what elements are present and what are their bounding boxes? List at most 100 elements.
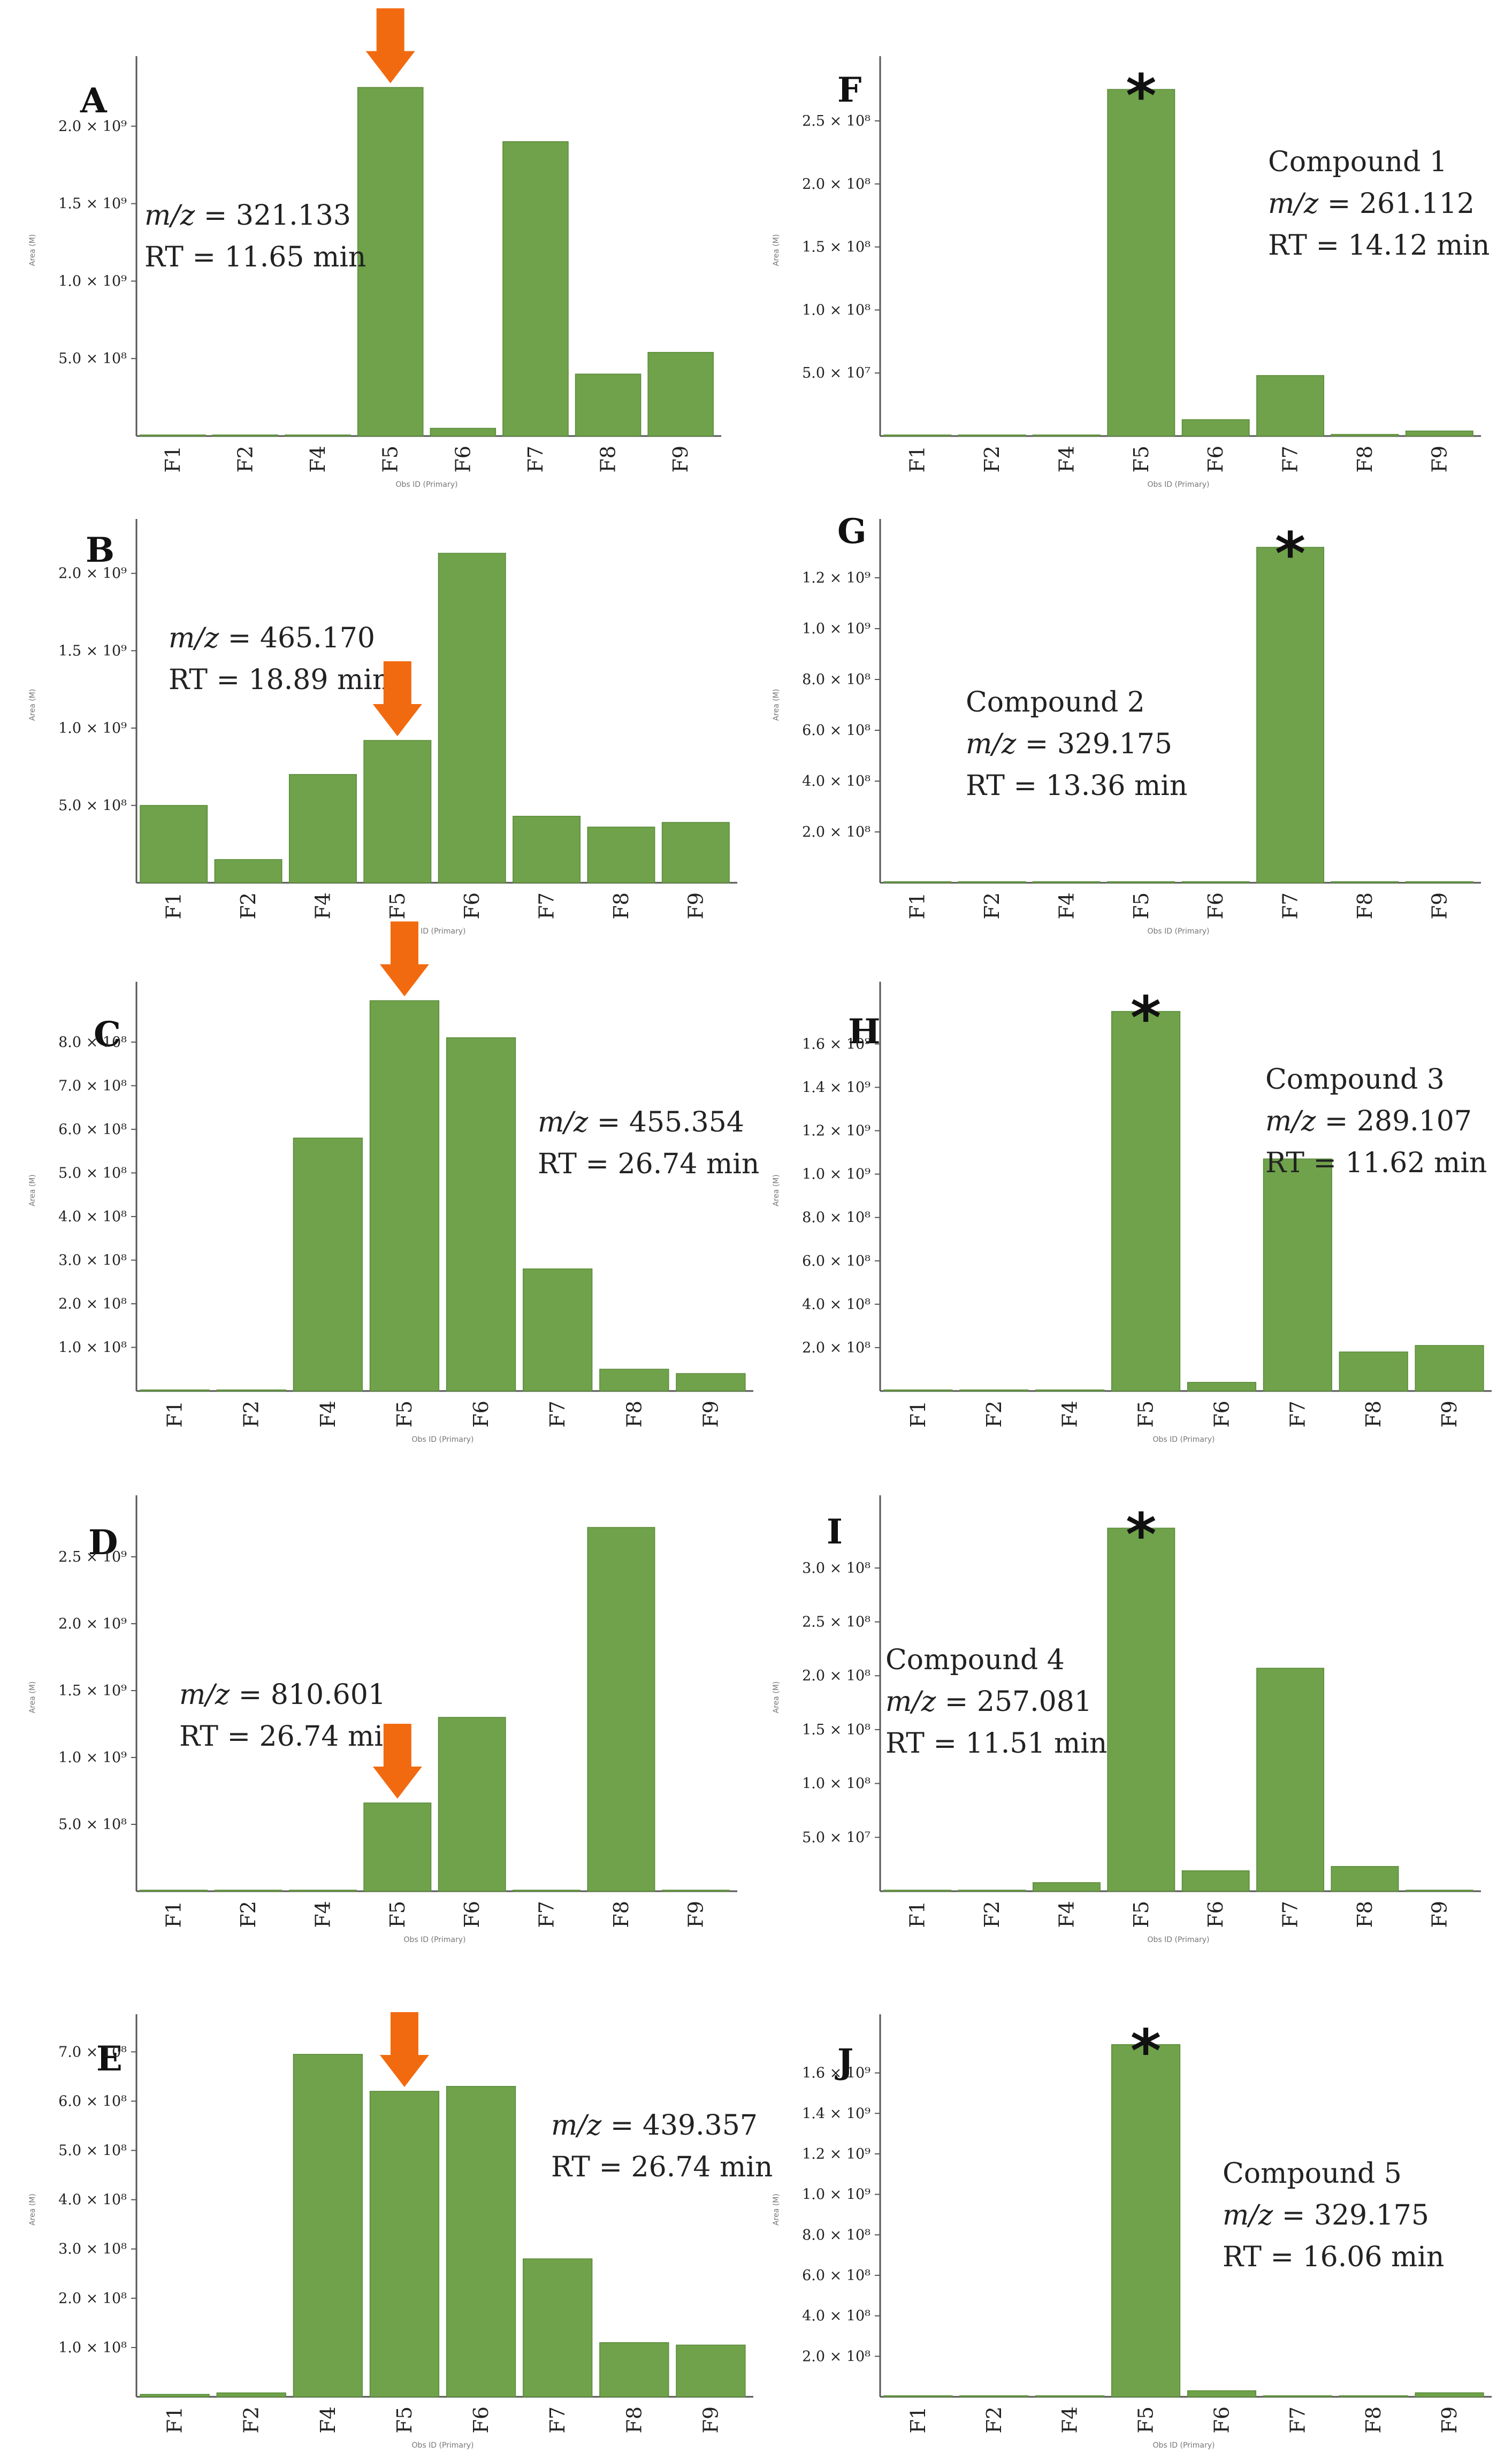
- category-label-f6: F6: [460, 892, 484, 920]
- y-tick-label: 1.0 × 10⁹: [58, 273, 127, 289]
- annotation-line-3: RT = 11.51 min: [885, 1728, 1107, 1760]
- annotation-block: Compound 5 m/z = 329.175 RT = 16.06 min: [1223, 2158, 1444, 2273]
- asterisk-marker: *: [1131, 984, 1162, 1052]
- y-tick-label: 3.0 × 10⁸: [58, 2241, 127, 2258]
- bar-f9: [1405, 430, 1473, 437]
- y-tick-label: 2.0 × 10⁸: [802, 1668, 870, 1684]
- bar-f2: [958, 434, 1026, 437]
- y-tick-label: 6.0 × 10⁸: [802, 2267, 870, 2284]
- chart-panel-g: G 2.0 × 10⁸ 4.0 × 10⁸ 6.0 × 10⁸ 8.0 × 10⁸ 1.0…: [772, 511, 1481, 936]
- bar-f5: [1107, 1527, 1175, 1892]
- bar-f5: [369, 1000, 440, 1392]
- category-label-f4: F4: [1055, 892, 1078, 920]
- bar-f7: [1256, 547, 1325, 883]
- annotation-line-2: m/z = 261.112: [1268, 188, 1475, 220]
- annotation-block: m/z = 465.170 RT = 18.89 min: [169, 622, 390, 696]
- chart-panel-j: J 2.0 × 10⁸ 4.0 × 10⁸ 6.0 × 10⁸ 8.0 × 10⁸ 1.0…: [772, 2014, 1492, 2450]
- panel-label-i: I: [827, 1512, 843, 1552]
- annotation-line-1: m/z = 439.357: [551, 2110, 758, 2142]
- bar-f1: [883, 1389, 953, 1392]
- annotation-line-2: m/z = 289.107: [1265, 1105, 1472, 1137]
- y-tick-label: 2.0 × 10⁸: [802, 824, 870, 840]
- y-tick-label: 1.4 × 10⁹: [802, 1079, 870, 1096]
- bar-f5: [1107, 89, 1175, 437]
- annotation-line-2: RT = 26.74 min: [179, 1721, 401, 1753]
- category-label-f5: F5: [1129, 446, 1153, 473]
- y-tick-label: 2.0 × 10⁸: [802, 176, 870, 193]
- bar-f6: [446, 1037, 516, 1392]
- bar-f9: [647, 351, 714, 437]
- asterisk-marker: *: [1131, 2017, 1162, 2085]
- y-tick-label: 5.0 × 10⁸: [58, 1165, 127, 1181]
- y-tick-label: 1.2 × 10⁹: [802, 570, 870, 586]
- y-axis-label: Area (M): [772, 689, 781, 721]
- category-label-f7: F7: [524, 446, 547, 473]
- x-axis-label: Obs ID (Primary): [1147, 1936, 1209, 1944]
- y-axis-label: Area (M): [28, 1682, 37, 1714]
- arrow-down-icon: [379, 2012, 429, 2087]
- y-tick-label: 1.2 × 10⁹: [802, 1123, 870, 1140]
- bar-f8: [1339, 1351, 1408, 1392]
- panel-label-h: H: [848, 1012, 880, 1052]
- y-axis-label: Area (M): [772, 1174, 781, 1206]
- arrow-down-icon: [372, 1724, 422, 1799]
- bar-f7: [513, 815, 581, 883]
- annotation-line-2: m/z = 329.175: [1223, 2199, 1429, 2231]
- bar-f5: [1111, 2044, 1181, 2397]
- x-axis-label: Obs ID (Primary): [411, 2441, 474, 2450]
- category-label-f4: F4: [306, 446, 330, 473]
- category-label-f7: F7: [535, 1901, 559, 1928]
- bar-f4: [288, 774, 357, 883]
- asterisk-marker: *: [1126, 1500, 1157, 1569]
- y-tick-label: 1.0 × 10⁸: [58, 2340, 127, 2356]
- bar-f4: [1035, 2395, 1105, 2397]
- annotation-line-1: m/z = 321.133: [144, 200, 351, 232]
- category-label-f4: F4: [311, 1901, 334, 1928]
- bar-f7: [1256, 375, 1325, 437]
- annotation-block: m/z = 321.133 RT = 11.65 min: [144, 200, 366, 273]
- y-tick-label: 4.0 × 10⁸: [802, 1296, 870, 1313]
- arrow-down-icon: [372, 661, 422, 736]
- y-tick-label: 1.0 × 10⁹: [802, 2187, 870, 2203]
- annotation-line-1: Compound 4: [885, 1644, 1065, 1676]
- y-tick-label: 2.0 × 10⁸: [58, 1296, 127, 1312]
- bar-f7: [523, 2258, 593, 2397]
- y-tick-label: 5.0 × 10⁸: [58, 797, 127, 814]
- bar-f8: [1339, 2395, 1408, 2397]
- y-tick-label: 1.2 × 10⁹: [802, 2146, 870, 2162]
- category-label-f2: F2: [240, 1401, 263, 1428]
- bar-f4: [285, 434, 351, 437]
- category-label-f1: F1: [161, 446, 185, 473]
- bar-f7: [523, 1268, 593, 1392]
- category-label-f8: F8: [622, 1401, 646, 1428]
- y-tick-label: 1.5 × 10⁹: [58, 643, 127, 659]
- y-tick-label: 2.0 × 10⁸: [58, 2290, 127, 2307]
- category-label-f1: F1: [163, 2406, 187, 2434]
- y-tick-label: 8.0 × 10⁸: [802, 1210, 870, 1226]
- x-axis-label: Obs ID (Primary): [395, 480, 457, 489]
- category-label-f2: F2: [980, 892, 1004, 920]
- y-tick-label: 4.0 × 10⁸: [58, 2192, 127, 2208]
- chart-panel-h: H 2.0 × 10⁸ 4.0 × 10⁸ 6.0 × 10⁸ 8.0 × 10⁸ 1.0…: [772, 982, 1492, 1444]
- x-axis-label: Obs ID (Primary): [1152, 1435, 1215, 1444]
- chart-panel-c: C 1.0 × 10⁸ 2.0 × 10⁸ 3.0 × 10⁸ 4.0 × 10⁸ 5.0…: [28, 921, 759, 1444]
- chart-panel-b: B 5.0 × 10⁸ 1.0 × 10⁹ 1.5 × 10⁹ 2.0 × 10⁹ Are…: [28, 519, 737, 936]
- chart-panel-d: D 5.0 × 10⁸ 1.0 × 10⁹ 1.5 × 10⁹ 2.0 × 10⁹ 2.5…: [28, 1495, 737, 1944]
- y-tick-label: 6.0 × 10⁸: [58, 1121, 127, 1138]
- bar-f6: [1181, 881, 1250, 883]
- category-label-f8: F8: [597, 446, 620, 473]
- category-label-f7: F7: [1279, 446, 1302, 473]
- annotation-line-2: RT = 18.89 min: [169, 664, 390, 696]
- category-label-f2: F2: [980, 446, 1004, 473]
- x-axis-label: Obs ID (Primary): [403, 1936, 465, 1944]
- category-label-f4: F4: [1058, 1401, 1082, 1428]
- category-label-f4: F4: [1055, 446, 1078, 473]
- panel-label-c: C: [94, 1014, 121, 1054]
- category-label-f9: F9: [684, 892, 707, 920]
- category-label-f1: F1: [906, 2406, 930, 2434]
- bar-f1: [883, 1890, 952, 1892]
- category-label-f9: F9: [669, 446, 692, 473]
- y-axis-label: Area (M): [28, 234, 37, 266]
- category-label-f6: F6: [1204, 446, 1227, 473]
- bar-f8: [599, 2342, 669, 2397]
